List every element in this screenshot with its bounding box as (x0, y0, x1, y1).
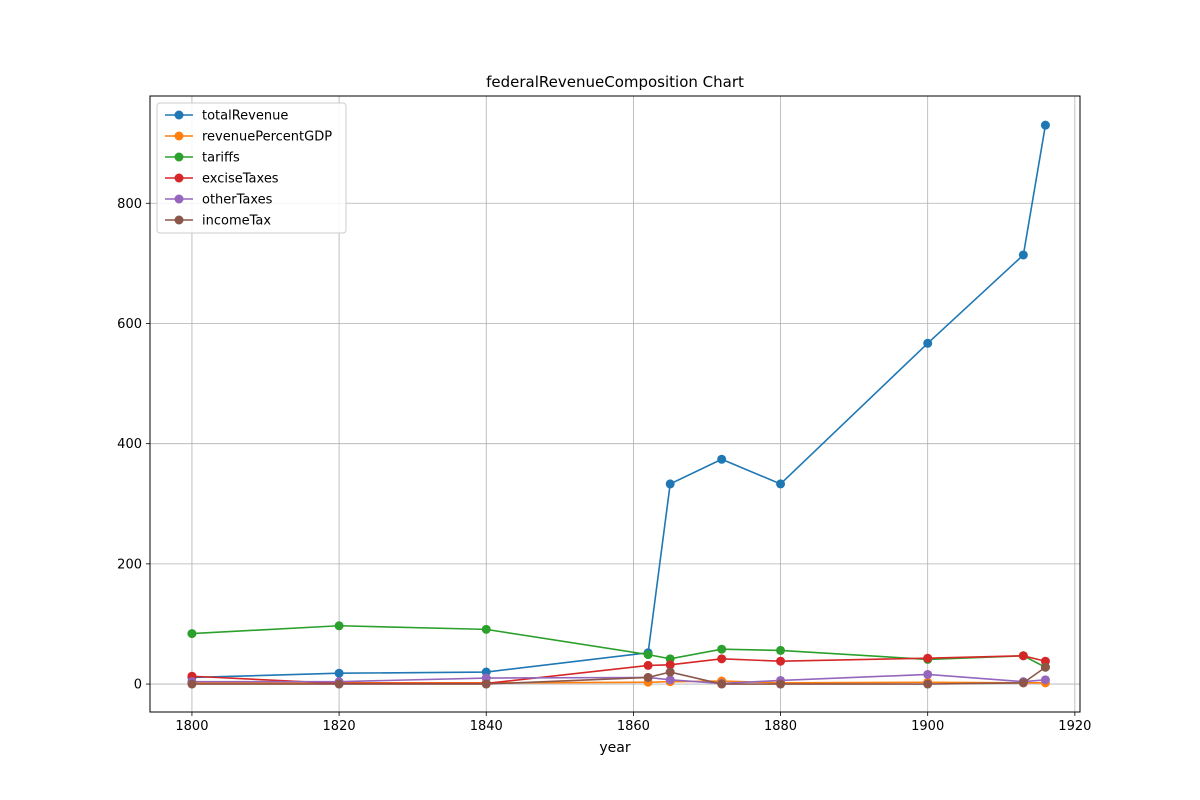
legend-label: revenuePercentGDP (202, 130, 332, 145)
data-point (665, 675, 675, 685)
axis-ticks: 1800 1820 1840 1860 1880 1900 1920 0 200 400 600 80… (117, 197, 1091, 734)
y-tick-label: 400 (117, 437, 142, 452)
data-point (187, 629, 197, 639)
series-line (191, 666, 1046, 685)
data-point (334, 668, 344, 678)
x-tick-label: 1820 (323, 719, 356, 734)
legend-label: totalRevenue (202, 109, 288, 124)
y-tick-label: 200 (117, 557, 142, 572)
data-point (665, 667, 675, 677)
series-line (191, 673, 1046, 685)
y-tick-label: 600 (117, 317, 142, 332)
data-point (923, 679, 933, 689)
chart-title: federalRevenueComposition Chart (486, 73, 744, 91)
data-point (923, 653, 933, 663)
data-point (643, 660, 653, 670)
legend-item: tariffs (165, 151, 240, 166)
data-point (717, 679, 727, 689)
x-tick-label: 1860 (617, 719, 650, 734)
x-tick-label: 1900 (911, 719, 944, 734)
data-point (334, 621, 344, 631)
x-tick-label: 1840 (470, 719, 503, 734)
x-tick-label: 1800 (175, 719, 208, 734)
legend-label: otherTaxes (202, 193, 273, 208)
data-point (481, 624, 491, 634)
series-incomeTax (187, 662, 1050, 689)
data-point (1040, 675, 1050, 685)
x-axis-label: year (599, 740, 630, 756)
legend-item: totalRevenue (165, 109, 288, 124)
data-point (1018, 678, 1028, 688)
legend-marker (174, 152, 184, 162)
plot-area-frame (149, 95, 1081, 713)
legend-marker (174, 110, 184, 120)
legend: totalRevenue revenuePercentGDP tariffs exci… (156, 102, 347, 234)
legend-box (156, 102, 347, 234)
legend-item: incomeTax (165, 214, 271, 229)
data-point (717, 644, 727, 654)
data-point (776, 645, 786, 655)
legend-label: exciseTaxes (202, 172, 279, 187)
data-point (1040, 662, 1050, 672)
data-point (923, 338, 933, 348)
legend-item: exciseTaxes (165, 172, 279, 187)
legend-item: revenuePercentGDP (165, 130, 332, 145)
legend-marker (174, 131, 184, 141)
legend-item: otherTaxes (165, 193, 273, 208)
x-tick-label: 1880 (764, 719, 797, 734)
x-tick-label: 1920 (1058, 719, 1091, 734)
data-point (776, 679, 786, 689)
data-point (1040, 120, 1050, 130)
data-point (643, 650, 653, 660)
data-point (1018, 250, 1028, 260)
legend-marker (174, 215, 184, 225)
data-point (334, 679, 344, 689)
data-point (187, 679, 197, 689)
legend-label: incomeTax (202, 214, 271, 229)
data-point (776, 656, 786, 666)
data-point (481, 679, 491, 689)
legend-marker (174, 194, 184, 204)
legend-label: tariffs (202, 151, 240, 166)
data-point (923, 669, 933, 679)
data-point (665, 660, 675, 670)
data-point (717, 654, 727, 664)
data-point (717, 454, 727, 464)
legend-marker (174, 173, 184, 183)
data-point (665, 479, 675, 489)
data-point (1018, 651, 1028, 661)
series-lines (187, 120, 1050, 689)
y-tick-label: 0 (134, 678, 142, 693)
data-point (776, 479, 786, 489)
y-tick-label: 800 (117, 197, 142, 212)
series-line (191, 125, 1047, 679)
data-point (643, 672, 653, 682)
